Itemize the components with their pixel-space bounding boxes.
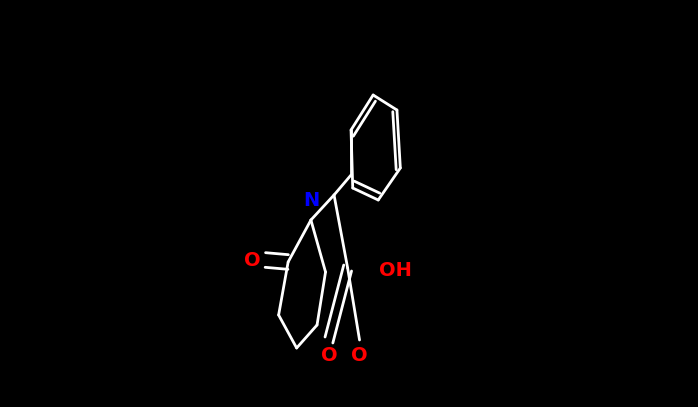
Text: O: O [244,250,260,269]
Text: OH: OH [379,260,412,280]
Text: O: O [351,346,368,365]
Text: N: N [303,191,319,210]
Text: O: O [320,346,337,365]
